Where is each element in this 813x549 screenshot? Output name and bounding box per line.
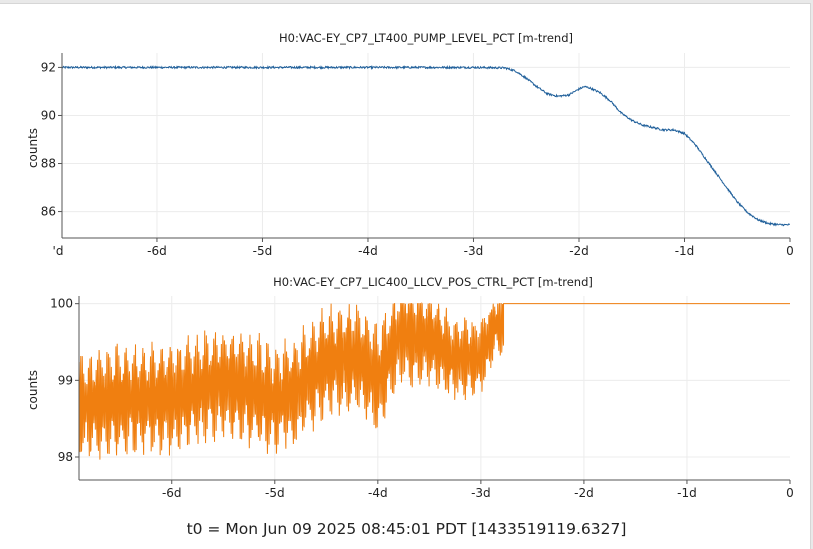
ticks-pump-level: 86 88 90 92 'd -6d -5d -4d -3d -2d -1d 0: [41, 60, 794, 258]
pump-level-chart: H0:VAC-EY_CP7_LT400_PUMP_LEVEL_PCT [m-tr…: [26, 31, 794, 258]
x-tick-label: 0: [786, 244, 794, 258]
x-tick-label: -5d: [253, 244, 273, 258]
x-tick-label: -2d: [574, 486, 594, 500]
y-tick-label: 90: [41, 108, 56, 122]
y-tick-label: 100: [50, 297, 73, 311]
x-tick-label: -6d: [147, 244, 167, 258]
y-axis-label-pump-level: counts: [26, 128, 40, 168]
axes-llcv-position: [75, 296, 791, 484]
x-tick-label: -4d: [358, 244, 378, 258]
y-tick-label: 88: [41, 157, 56, 171]
x-tick-label: -3d: [471, 486, 491, 500]
llcv-position-chart: H0:VAC-EY_CP7_LIC400_LLCV_POS_CTRL_PCT […: [26, 275, 794, 500]
plot-panel: [0, 3, 811, 549]
grid-pump-level: [62, 53, 790, 238]
x-tick-label: 'd: [53, 244, 64, 258]
chart-title-llcv-position: H0:VAC-EY_CP7_LIC400_LLCV_POS_CTRL_PCT […: [273, 275, 593, 289]
y-axis-label-llcv-position: counts: [26, 370, 40, 410]
t0-footer: t0 = Mon Jun 09 2025 08:45:01 PDT [14335…: [186, 520, 627, 538]
x-tick-label: -4d: [368, 486, 388, 500]
x-tick-label: -2d: [569, 244, 589, 258]
y-tick-label: 92: [41, 60, 56, 74]
x-tick-label: -1d: [677, 486, 697, 500]
y-tick-label: 98: [58, 450, 73, 464]
ticks-llcv-position: 98 99 100 -6d -5d -4d -3d -2d -1d 0: [50, 297, 794, 500]
chart-title-pump-level: H0:VAC-EY_CP7_LT400_PUMP_LEVEL_PCT [m-tr…: [279, 31, 573, 45]
x-tick-label: -5d: [265, 486, 285, 500]
x-tick-label: -3d: [464, 244, 484, 258]
x-tick-label: 0: [786, 486, 794, 500]
y-tick-label: 99: [58, 373, 73, 387]
y-tick-label: 86: [41, 205, 56, 219]
series-line-pump-level: [61, 64, 791, 227]
x-tick-label: -1d: [675, 244, 695, 258]
axes-pump-level: [58, 53, 791, 242]
x-tick-label: -6d: [162, 486, 182, 500]
series-line-llcv-position: [78, 301, 790, 460]
